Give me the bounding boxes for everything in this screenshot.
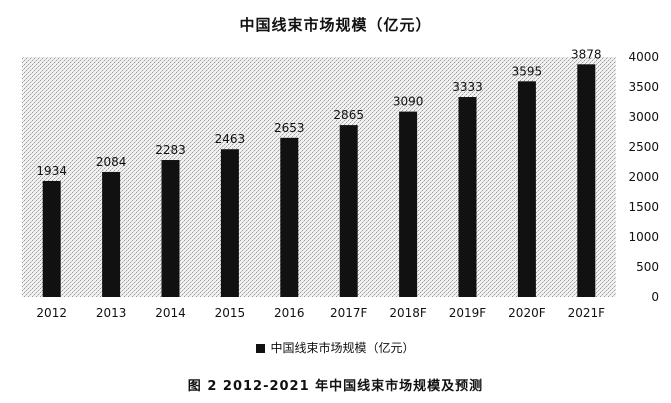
y-tick-3500: 3500 xyxy=(628,80,659,94)
x-tick-2013: 2013 xyxy=(96,306,127,320)
bar-2014 xyxy=(161,160,180,297)
bar-2015 xyxy=(220,149,239,297)
data-label-2021F: 3878 xyxy=(571,47,602,61)
data-label-2017F: 2865 xyxy=(333,108,364,122)
legend-label: 中国线束市场规模（亿元） xyxy=(270,341,415,355)
y-tick-4000: 4000 xyxy=(628,50,659,64)
x-tick-2019F: 2019F xyxy=(449,306,487,320)
legend: 中国线束市场规模（亿元） xyxy=(0,339,671,356)
y-tick-2500: 2500 xyxy=(628,140,659,154)
x-tick-2021F: 2021F xyxy=(568,306,606,320)
x-axis-ticks: 2012 2013 2014 2015 2016 2017F 2018F 2019F 2020F… xyxy=(36,306,605,320)
bars-layer xyxy=(42,64,596,298)
x-tick-2018F: 2018F xyxy=(389,306,427,320)
bar-2018F xyxy=(399,111,418,297)
legend-swatch xyxy=(256,344,266,353)
y-tick-1000: 1000 xyxy=(628,230,659,244)
data-label-2020F: 3595 xyxy=(512,64,543,78)
plot-area xyxy=(22,57,616,297)
data-label-2012: 1934 xyxy=(36,164,67,178)
y-tick-500: 500 xyxy=(636,260,659,274)
bar-2016 xyxy=(280,137,299,297)
data-label-2015: 2463 xyxy=(215,132,246,146)
data-label-2018F: 3090 xyxy=(393,95,424,109)
x-tick-2017F: 2017F xyxy=(330,306,368,320)
x-tick-2016: 2016 xyxy=(274,306,305,320)
y-axis-ticks: 0 500 1000 1500 2000 2500 3000 3500 4000 xyxy=(628,50,659,304)
bar-2021F xyxy=(577,64,596,297)
data-label-2014: 2283 xyxy=(155,143,186,157)
x-tick-2014: 2014 xyxy=(155,306,186,320)
data-label-2016: 2653 xyxy=(274,121,305,135)
figure-caption: 图 2 2012-2021 年中国线束市场规模及预测 xyxy=(187,379,484,394)
bar-2020F xyxy=(517,81,536,297)
x-tick-2020F: 2020F xyxy=(508,306,546,320)
bar-2013 xyxy=(102,171,121,297)
y-tick-0: 0 xyxy=(651,290,659,304)
bar-2012 xyxy=(42,180,61,297)
data-labels-layer: 1934 2084 2283 2463 2653 2865 3090 3333 3595 3878 xyxy=(36,47,601,178)
bar-2019F xyxy=(458,97,477,298)
x-tick-2015: 2015 xyxy=(215,306,246,320)
y-tick-2000: 2000 xyxy=(628,170,659,184)
y-tick-1500: 1500 xyxy=(628,200,659,214)
chart-title: 中国线束市场规模（亿元） xyxy=(239,16,432,34)
data-label-2019F: 3333 xyxy=(452,80,483,94)
data-label-2013: 2084 xyxy=(96,155,127,169)
x-tick-2012: 2012 xyxy=(36,306,67,320)
bar-2017F xyxy=(339,125,358,297)
y-tick-3000: 3000 xyxy=(628,110,659,124)
